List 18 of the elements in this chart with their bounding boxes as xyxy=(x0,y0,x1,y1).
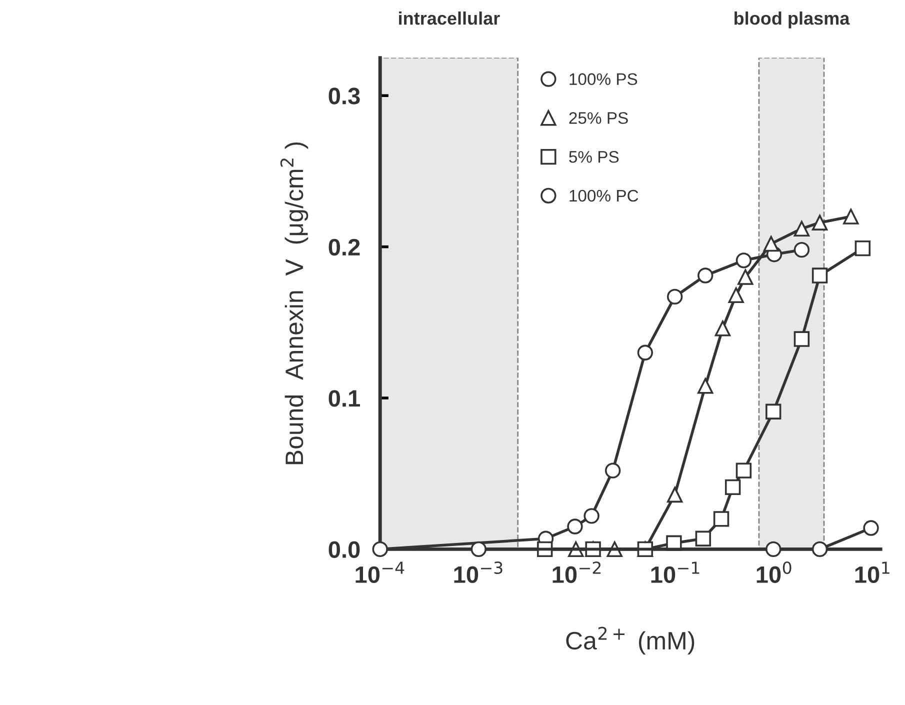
legend-label: 25% PS xyxy=(569,112,628,124)
y-tick-label: 0.0 xyxy=(328,541,360,558)
x-tick-label: 10$^{−2}$ xyxy=(552,561,601,584)
y-tick-label: 0.2 xyxy=(328,238,360,256)
y-axis-title: Bound Annexin V (μg/cm$^{2}$ ) xyxy=(280,142,308,464)
x-axis-title: Ca$^{2+}$ (mM) xyxy=(566,626,694,654)
x-tick-label: 10$^{−3}$ xyxy=(454,561,502,584)
x-tick-label: 10$^{0}$ xyxy=(756,561,792,584)
x-tick-label: 10$^{−1}$ xyxy=(651,562,700,584)
band-label: intracellular xyxy=(399,11,500,25)
legend-label: 100% PC xyxy=(570,190,638,202)
y-tick-label: 0.1 xyxy=(328,390,360,407)
legend-label: 100% PS xyxy=(570,73,638,86)
x-tick-label: 10$^{−4}$ xyxy=(356,562,404,584)
x-tick-label: 10$^{1}$ xyxy=(855,562,890,584)
band-label: blood plasma xyxy=(734,11,850,28)
y-tick-label: 0.3 xyxy=(328,88,360,104)
legend-label: 5% PS xyxy=(569,150,619,163)
